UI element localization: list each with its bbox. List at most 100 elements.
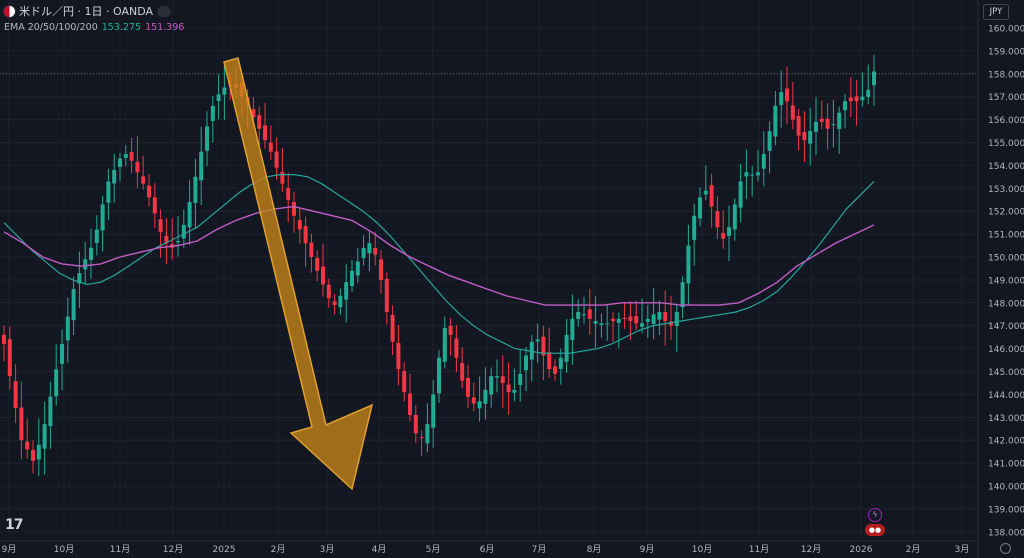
candle-body <box>819 118 824 122</box>
candle-body <box>872 71 876 86</box>
candle-body <box>663 311 668 322</box>
price-tick-label: 154.000 <box>988 162 1024 172</box>
lightning-event-icon[interactable]: ϟ <box>868 508 882 522</box>
gear-icon[interactable] <box>1000 543 1011 554</box>
candle-body <box>558 357 563 369</box>
candle-body <box>379 259 383 280</box>
candle-body <box>164 235 169 244</box>
candle-body <box>216 94 221 102</box>
candle-body <box>529 341 534 360</box>
candle-body <box>123 153 128 158</box>
candle-body <box>582 314 586 316</box>
candle-body <box>553 366 557 374</box>
candle-body <box>222 87 227 95</box>
candle-body <box>761 153 766 169</box>
time-tick-label: 7月 <box>532 544 547 555</box>
candle-body <box>593 321 598 324</box>
currency-button[interactable]: JPY <box>983 4 1009 20</box>
ema-value-1: 153.275 <box>101 22 142 33</box>
candle-body <box>326 284 331 299</box>
time-tick-label: 5月 <box>426 544 441 555</box>
price-tick-label: 147.000 <box>988 322 1024 332</box>
candle-body <box>65 316 70 341</box>
price-tick-label: 152.000 <box>988 208 1024 218</box>
candle-body <box>466 377 470 397</box>
candle-body <box>854 96 859 102</box>
price-tick-label: 158.000 <box>988 70 1024 80</box>
candle-body <box>825 118 830 129</box>
candle-body <box>118 158 122 167</box>
time-tick-label: 11月 <box>749 544 769 555</box>
candle-body <box>628 316 633 322</box>
candle-body <box>89 247 93 260</box>
candle-body <box>135 161 140 173</box>
ema-legend[interactable]: EMA 20/50/100/200 153.275 151.396 <box>4 22 184 33</box>
candle-body <box>738 181 743 208</box>
candle-body <box>361 247 366 259</box>
tradingview-logo[interactable]: 17 <box>5 517 24 533</box>
candle-body <box>640 323 644 327</box>
candle-body <box>651 314 656 325</box>
candle-body <box>48 396 53 427</box>
candle-body <box>680 282 685 308</box>
indicator-toggle-icon[interactable] <box>157 5 171 17</box>
candle-body <box>500 376 505 383</box>
ema-value-2: 151.396 <box>145 22 185 33</box>
time-tick-label: 11月 <box>110 544 130 555</box>
candle-body <box>373 247 378 255</box>
candle-body <box>94 229 99 243</box>
candle-body <box>512 389 517 393</box>
price-tick-label: 141.000 <box>988 460 1024 470</box>
time-tick-label: 2月 <box>271 544 286 555</box>
candle-body <box>292 202 296 216</box>
candle-body <box>83 259 88 270</box>
candle-body <box>547 352 552 370</box>
price-tick-label: 143.000 <box>988 414 1024 424</box>
candle-body <box>280 171 285 184</box>
candle-body <box>309 242 314 257</box>
candle-body <box>390 314 395 342</box>
candle-body <box>181 224 186 239</box>
symbol-title[interactable]: 米ドル／円 · 1日 · OANDA <box>19 5 153 18</box>
candle-body <box>384 278 389 312</box>
candle-body <box>355 261 360 276</box>
candle-body <box>268 142 273 152</box>
candle-body <box>814 121 818 132</box>
candle-body <box>605 323 610 325</box>
ema-label: EMA 20/50/100/200 <box>4 22 98 33</box>
candle-body <box>54 369 59 397</box>
candle-body <box>460 362 465 381</box>
candle-body <box>611 318 615 322</box>
vertical-gridlines <box>8 0 963 541</box>
candle-body <box>141 176 146 184</box>
candle-body <box>106 181 111 203</box>
candle-body <box>587 309 592 319</box>
candle-body <box>576 311 581 319</box>
ema-short-line <box>3 174 875 354</box>
price-tick-label: 150.000 <box>988 254 1024 264</box>
candle-body <box>408 393 412 416</box>
candle-body <box>506 384 511 393</box>
candle-body <box>843 101 847 111</box>
candle-body <box>25 441 30 450</box>
candle-body <box>419 437 424 439</box>
candle-body <box>338 295 343 308</box>
price-tick-label: 159.000 <box>988 47 1024 57</box>
candle-body <box>674 311 679 327</box>
candle-body <box>454 338 459 358</box>
candle-body <box>367 243 372 254</box>
economic-event-flag-icon[interactable]: ●● <box>865 524 885 536</box>
candle-body <box>645 318 650 322</box>
candle-body <box>448 325 453 335</box>
candle-body <box>750 174 755 176</box>
candle-body <box>425 424 430 444</box>
price-tick-label: 160.000 <box>988 25 1024 35</box>
candle-body <box>535 339 540 342</box>
candle-body <box>692 215 697 240</box>
candle-body <box>570 318 575 340</box>
candle-body <box>321 266 325 285</box>
candle-body <box>303 225 308 244</box>
candle-body <box>396 343 401 370</box>
candle-body <box>709 185 714 207</box>
